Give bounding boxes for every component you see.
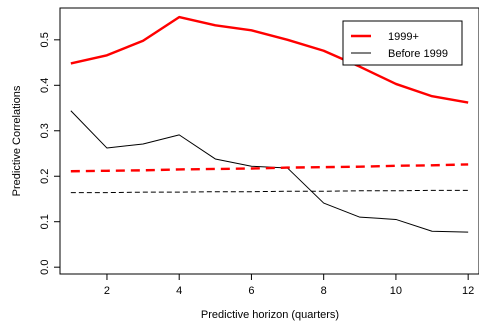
x-axis: 2 4 6 8 10 12 [104, 273, 474, 297]
y-tick-label: 0.0 [39, 260, 51, 275]
legend-box [342, 20, 463, 66]
x-tick-label: 6 [248, 285, 254, 297]
y-tick-label: 0.2 [39, 169, 51, 184]
x-tick-label: 2 [104, 285, 110, 297]
y-tick-label: 0.5 [39, 32, 51, 47]
x-axis-title: Predictive horizon (quarters) [201, 309, 339, 321]
legend: 1999+ Before 1999 [342, 20, 463, 66]
y-tick-label: 0.4 [39, 78, 51, 93]
y-tick-label: 0.1 [39, 214, 51, 229]
legend-label-before-1999: Before 1999 [388, 48, 448, 60]
legend-label-1999-plus: 1999+ [388, 31, 419, 43]
series-line-1999-plus [70, 15, 469, 104]
x-tick-label: 12 [462, 285, 474, 297]
series-layer [70, 15, 469, 233]
y-axis-title: Predictive Correlations [11, 85, 23, 196]
x-tick-label: 10 [390, 285, 402, 297]
x-tick-label: 4 [176, 285, 182, 297]
y-axis: 0.0 0.1 0.2 0.3 0.4 0.5 [39, 32, 61, 275]
series-line-black-dashed [70, 189, 469, 194]
x-tick-label: 8 [321, 285, 327, 297]
series-line-before-1999 [70, 110, 469, 233]
y-tick-label: 0.3 [39, 123, 51, 138]
series-line-red-dashed [70, 163, 469, 173]
